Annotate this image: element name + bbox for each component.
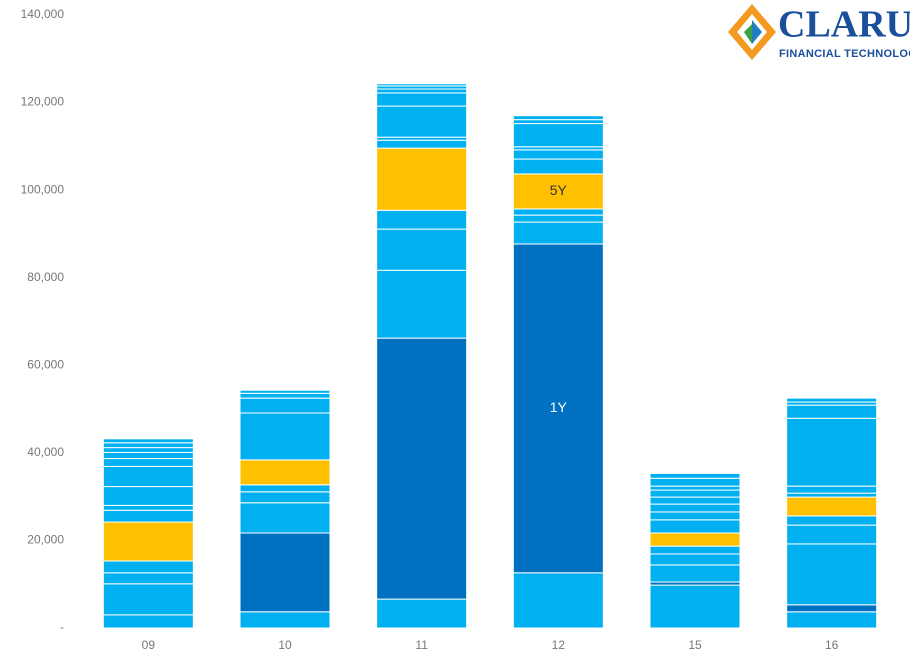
x-tick-label: 11 — [415, 638, 428, 652]
bar-segment — [649, 489, 741, 498]
bar-segment — [376, 269, 468, 339]
bar-segment — [649, 564, 741, 583]
bar-segment — [239, 397, 331, 414]
bar-segment — [786, 543, 878, 606]
bar-segment — [376, 147, 468, 211]
bar-segment — [649, 532, 741, 547]
bar-segment — [649, 519, 741, 534]
bar-segment — [512, 173, 604, 210]
bar-segment — [649, 503, 741, 513]
bar-segment — [786, 397, 878, 403]
y-tick-label: 140,000 — [21, 7, 65, 21]
bar-segment — [102, 486, 194, 506]
bar-segment — [102, 504, 194, 511]
bar-segment — [376, 228, 468, 271]
bar-segment — [512, 149, 604, 160]
bar-segment — [512, 123, 604, 148]
bar-segment — [786, 492, 878, 498]
bar-segment — [102, 451, 194, 460]
x-tick-label: 12 — [552, 638, 566, 652]
bar-segment — [239, 532, 331, 613]
x-tick-label: 10 — [278, 638, 292, 652]
x-tick-label: 15 — [688, 638, 702, 652]
logo-tagline: FINANCIAL TECHNOLOGY — [779, 48, 910, 60]
bar-segment — [102, 614, 194, 629]
bar-segment — [649, 584, 741, 629]
y-tick-label: 80,000 — [27, 270, 64, 284]
bar-segment — [376, 83, 468, 87]
bar-segment — [239, 389, 331, 394]
bar-segment — [376, 92, 468, 107]
bar-segment — [239, 412, 331, 461]
bar-segment — [102, 583, 194, 616]
bar-segment — [239, 392, 331, 399]
bar-segment — [102, 465, 194, 488]
y-tick-label: - — [60, 620, 64, 634]
bar-segment — [649, 553, 741, 566]
bar-segment — [512, 572, 604, 629]
bar-segment — [512, 214, 604, 223]
bar-segment — [376, 598, 468, 629]
bar-segment — [512, 208, 604, 216]
y-tick-label: 40,000 — [27, 445, 64, 459]
bar-segment — [102, 447, 194, 453]
logo: CLARUS FINANCIAL TECHNOLOGY — [728, 4, 910, 60]
bar-segment — [786, 611, 878, 629]
x-tick-label: 16 — [825, 638, 839, 652]
bar-segment — [786, 496, 878, 517]
bar-segment — [649, 496, 741, 505]
bar-segment — [786, 604, 878, 613]
y-tick-label: 100,000 — [21, 182, 65, 196]
bar-segment — [649, 511, 741, 521]
bar-segment — [239, 502, 331, 534]
logo-mark-green — [744, 24, 752, 44]
bar-segment — [376, 337, 468, 600]
bar-segment — [786, 417, 878, 487]
bar-segment — [649, 485, 741, 491]
bar-segment — [376, 88, 468, 94]
bar-segment — [649, 477, 741, 487]
x-tick-label: 09 — [142, 638, 156, 652]
bar-segment — [376, 209, 468, 230]
y-tick-label: 120,000 — [21, 95, 65, 109]
bar-segment — [102, 509, 194, 523]
y-tick-label: 20,000 — [27, 533, 64, 547]
bar-segment — [512, 158, 604, 175]
bar-segment — [512, 221, 604, 245]
bar-segment — [376, 139, 468, 149]
bar-segment — [102, 438, 194, 444]
bar-segment — [649, 472, 741, 479]
bar-segment — [649, 545, 741, 555]
bar-segment — [786, 485, 878, 494]
bar-segment — [512, 119, 604, 125]
bar-segment — [239, 611, 331, 629]
bar-segment — [239, 491, 331, 504]
y-tick-label: 60,000 — [27, 357, 64, 371]
bar-segment — [102, 442, 194, 449]
bar-segment — [102, 572, 194, 585]
bar-segment — [512, 115, 604, 121]
bar-segment — [102, 560, 194, 574]
bar-segment — [376, 105, 468, 138]
bar-segment — [786, 515, 878, 526]
bar-segment — [786, 524, 878, 545]
logo-mark-blue — [752, 20, 762, 44]
bar-segment — [102, 521, 194, 562]
bar-segment — [102, 458, 194, 467]
bar-segment — [239, 484, 331, 493]
bar-segment — [786, 404, 878, 419]
logo-name: CLARUS — [778, 4, 910, 46]
segment-label: 5Y — [550, 182, 568, 198]
bar-segment — [239, 459, 331, 486]
segment-label: 1Y — [550, 399, 568, 415]
